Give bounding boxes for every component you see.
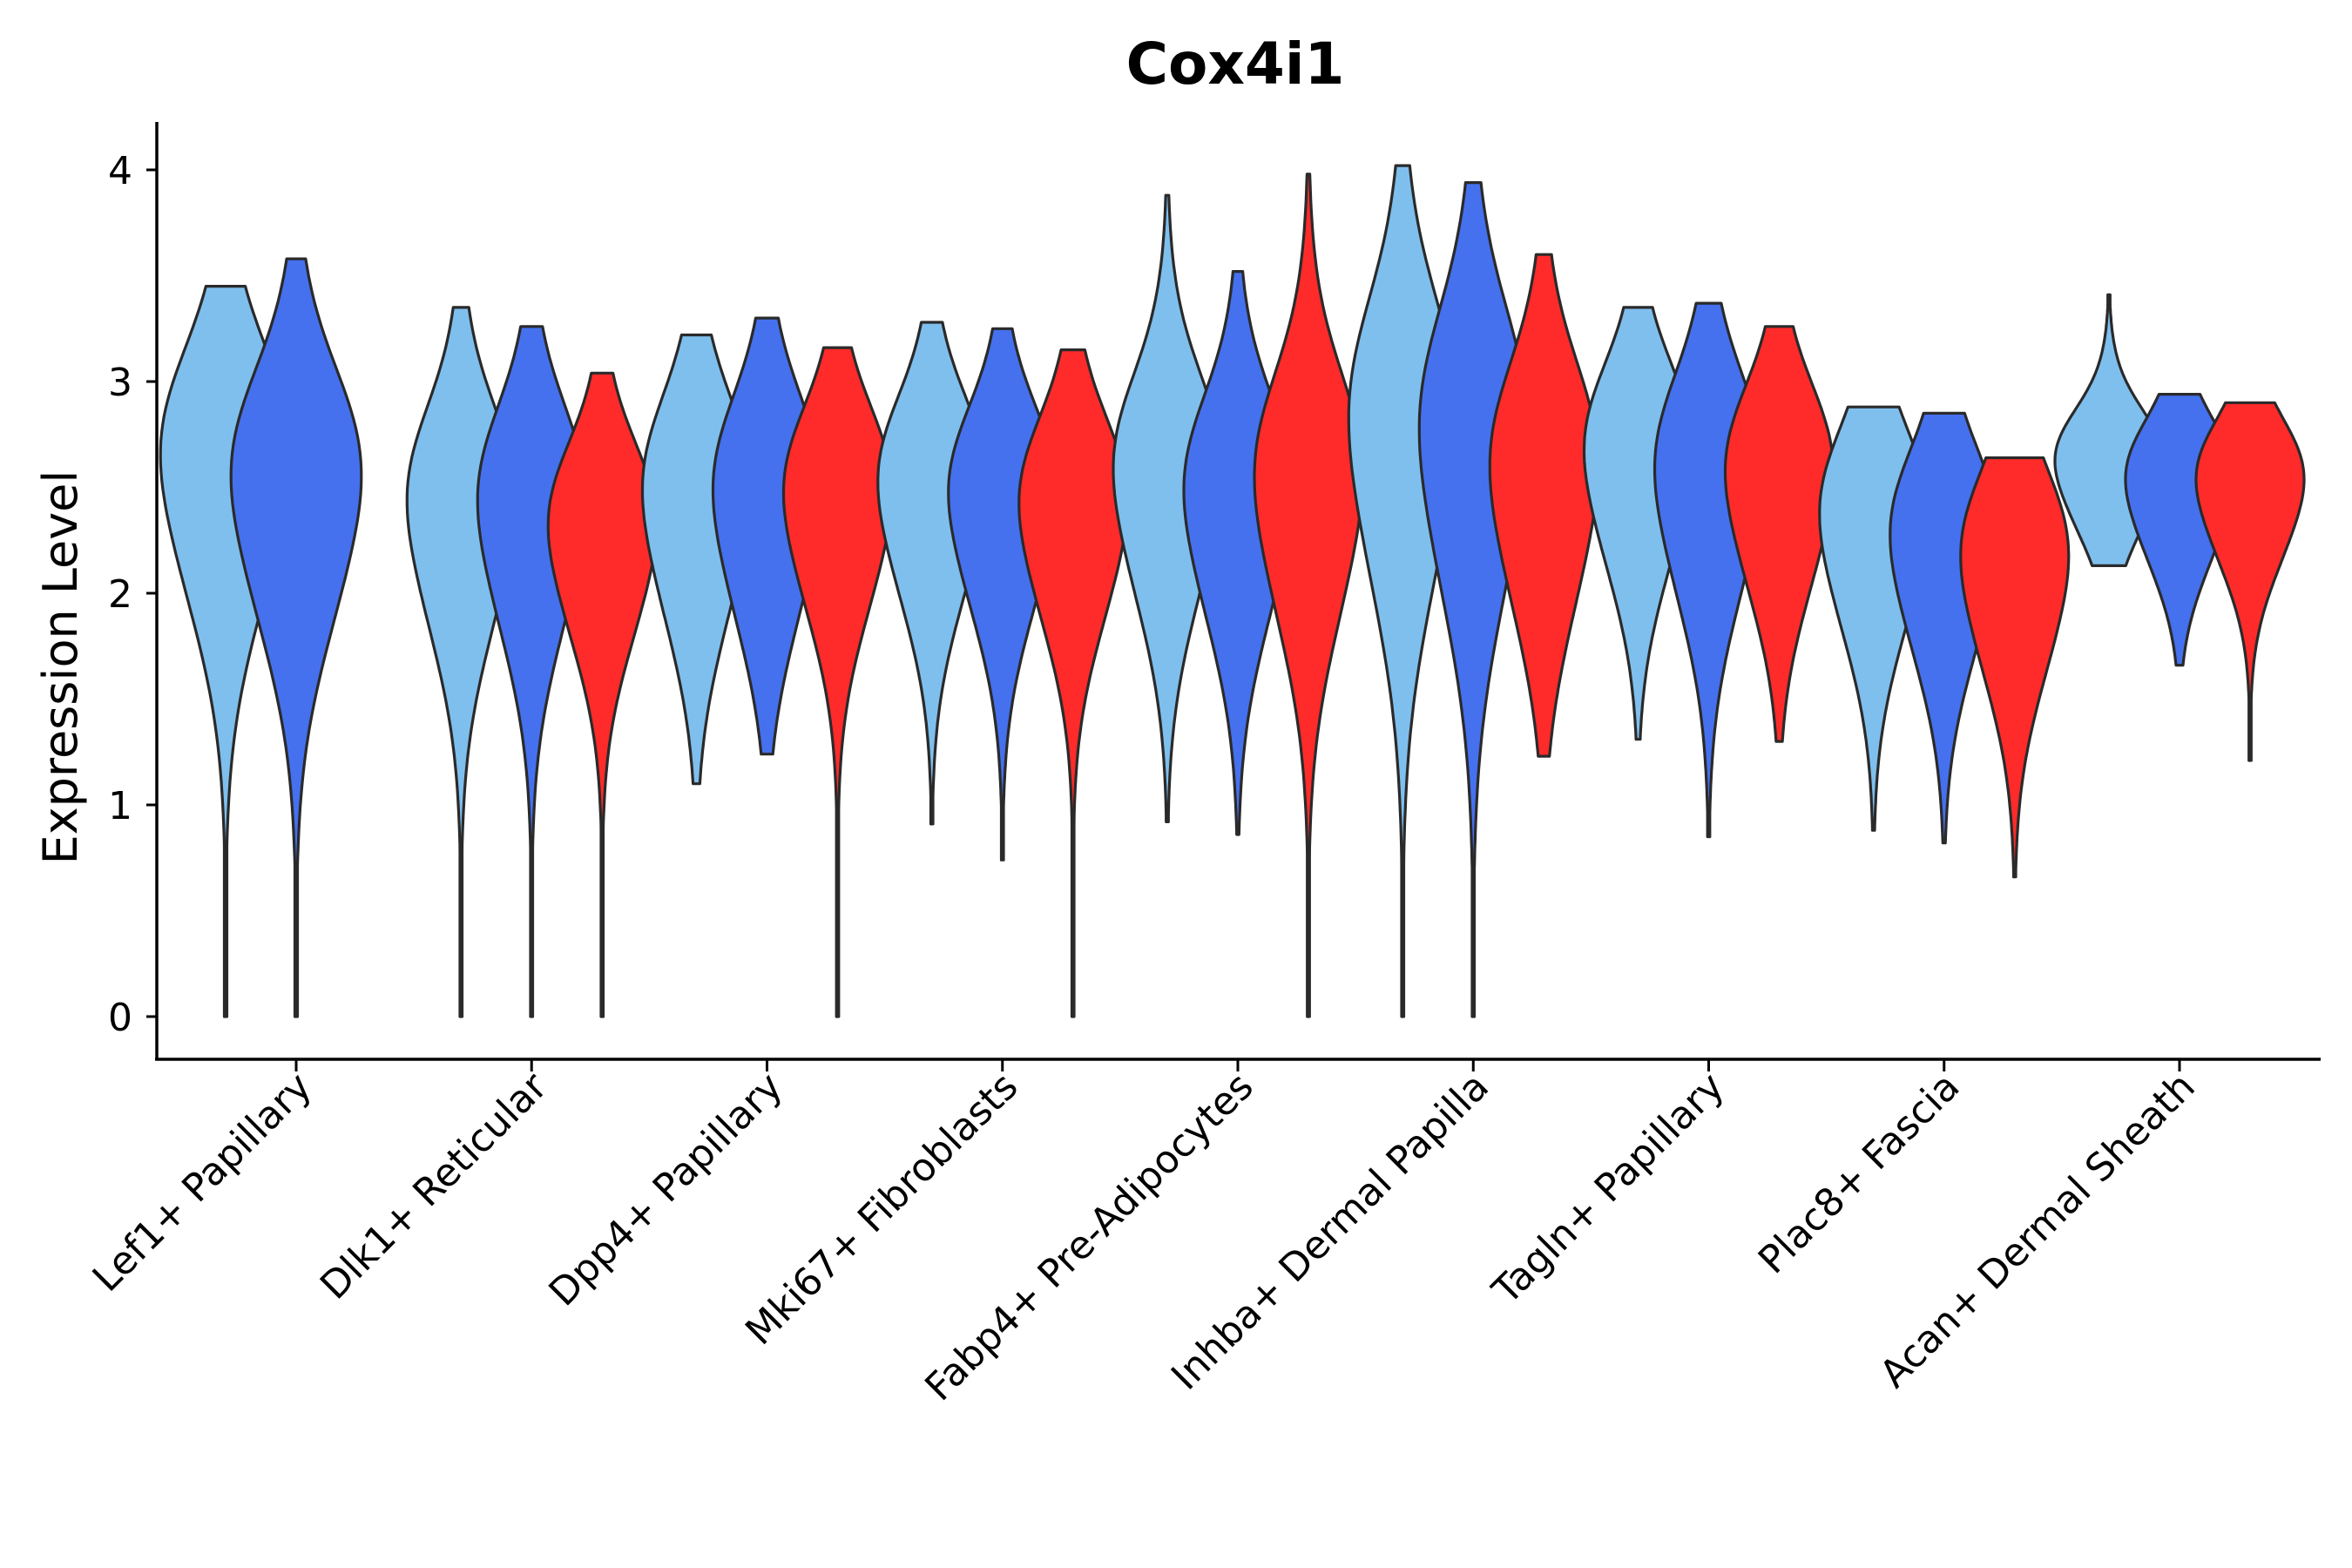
- violin-layer: [159, 164, 2306, 1018]
- x-tick-label: Tagln+ Papillary: [1484, 1064, 1733, 1314]
- x-tick-label: Dpp4+ Papillary: [541, 1064, 792, 1315]
- violin-lef1-papillary-group-2: [229, 257, 363, 1018]
- x-tick-label: Lef1+ Papillary: [84, 1064, 321, 1301]
- violin-dpp4-papillary-group-3: [781, 346, 894, 1018]
- x-tick-label: Plac8+ Fascia: [1750, 1064, 1969, 1283]
- y-tick-label: 0: [108, 996, 132, 1040]
- violin-dlk1-reticular-group-3: [546, 371, 658, 1018]
- violin-dlk1-reticular-group-2: [476, 325, 587, 1018]
- y-tick-label: 1: [108, 784, 132, 828]
- y-tick-label: 3: [108, 361, 132, 405]
- chart-title: Cox4i1: [1126, 30, 1345, 98]
- y-tick-label: 4: [108, 149, 132, 193]
- x-tick-label: Dlk1+ Reticular: [312, 1064, 557, 1308]
- x-tick-label: Mki67+ Fibroblasts: [737, 1064, 1026, 1354]
- y-tick-layer: 0 1 2 3 4: [108, 149, 157, 1040]
- y-axis-label: Expression Level: [33, 470, 88, 865]
- y-tick-label: 2: [108, 572, 132, 617]
- violin-acan-dermal-sheath-group-3: [2194, 401, 2306, 762]
- violin-plac8-fascia-group-3: [1959, 456, 2071, 879]
- violin-mki67-fibroblasts-group-3: [1017, 348, 1129, 1018]
